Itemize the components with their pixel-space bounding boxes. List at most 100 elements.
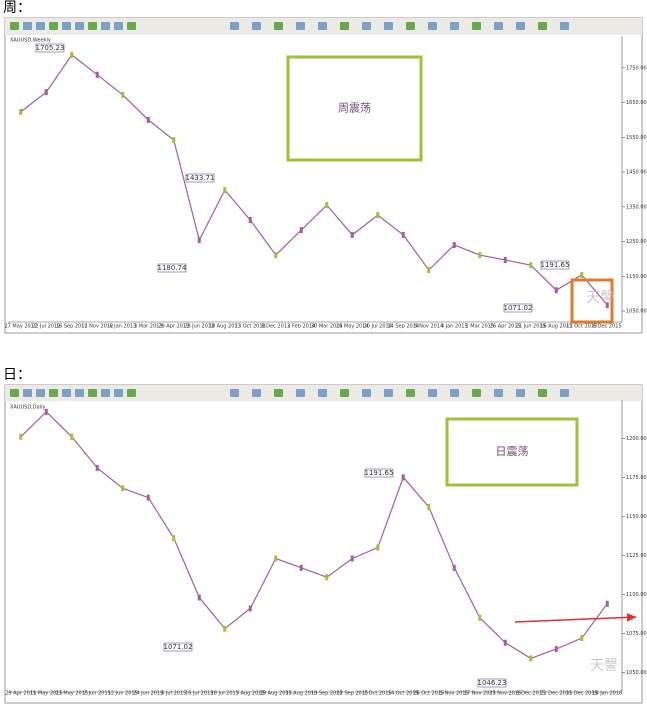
price-point — [325, 202, 329, 209]
toolbar-button[interactable] — [428, 22, 437, 30]
toolbar-button[interactable] — [36, 389, 45, 397]
toolbar-button[interactable] — [296, 22, 305, 30]
toolbar-button[interactable] — [10, 389, 19, 397]
x-tick-label: 3 Mar 2013 — [134, 324, 163, 330]
x-tick-label: 1 Mar 2015 — [465, 324, 494, 330]
toolbar-button[interactable] — [75, 389, 84, 397]
toolbar-button[interactable] — [450, 389, 459, 397]
toolbar-button[interactable] — [114, 389, 123, 397]
toolbar-button[interactable] — [252, 389, 261, 397]
toolbar-button[interactable] — [127, 389, 136, 397]
y-tick-label: 1050.00 — [626, 309, 647, 315]
x-tick-label: 20 Jul 2014 — [364, 324, 392, 330]
toolbar-button[interactable] — [560, 389, 569, 397]
price-point — [605, 302, 609, 309]
toolbar-button[interactable] — [23, 22, 32, 30]
price-point — [146, 116, 150, 123]
x-tick-label: 7 Aug 2015 — [236, 691, 265, 697]
symbol-label: XAUUSD,Weekly — [10, 38, 51, 44]
toolbar-button[interactable] — [538, 389, 547, 397]
trend-arrow — [514, 612, 637, 623]
y-tick-label: 1175.00 — [626, 475, 647, 481]
toolbar-button[interactable] — [472, 389, 481, 397]
toolbar-button[interactable] — [10, 22, 19, 30]
toolbar-button[interactable] — [340, 389, 349, 397]
price-tag — [477, 678, 507, 688]
x-tick-label: 25 May 2014 — [336, 324, 369, 330]
toolbar-button[interactable] — [538, 22, 547, 30]
toolbar-button[interactable] — [49, 389, 58, 397]
toolbar-button[interactable] — [274, 389, 283, 397]
y-tick-label: 1750.00 — [626, 65, 647, 71]
toolbar-button[interactable] — [296, 389, 305, 397]
toolbar-button[interactable] — [88, 22, 97, 30]
x-tick-label: 13 Oct 2013 — [235, 324, 266, 330]
price-point — [401, 474, 405, 481]
toolbar-button[interactable] — [384, 22, 393, 30]
price-point — [452, 564, 456, 571]
x-tick-label: 16 Aug 2015 — [540, 324, 572, 330]
toolbar-button[interactable] — [114, 22, 123, 30]
weekly-window: 周： 1050.00 1150.00 1250.00 1350.00 1450.00 155… — [3, 0, 647, 334]
price-point — [529, 655, 533, 662]
range-box-label: 周震荡 — [338, 102, 371, 115]
price-point — [350, 231, 354, 238]
toolbar-button[interactable] — [494, 22, 503, 30]
range-box-label: 日震荡 — [496, 445, 529, 458]
toolbar-button[interactable] — [252, 22, 261, 30]
toolbar-button[interactable] — [230, 22, 239, 30]
price-point — [70, 51, 74, 58]
toolbar-button[interactable] — [560, 22, 569, 30]
toolbar-button[interactable] — [49, 22, 58, 30]
x-tick-label: 11 Nov 2012 — [81, 324, 113, 330]
toolbar-button[interactable] — [88, 389, 97, 397]
toolbar-button[interactable] — [406, 389, 415, 397]
price-tag — [157, 263, 187, 273]
toolbar-button[interactable] — [36, 22, 45, 30]
toolbar-button[interactable] — [62, 22, 71, 30]
toolbar-button[interactable] — [318, 22, 327, 30]
x-tick-label: 10 Sep 2015 — [311, 691, 343, 697]
toolbar-button[interactable] — [406, 22, 415, 30]
y-tick-label: 1200.00 — [626, 436, 647, 442]
toolbar-button[interactable] — [101, 389, 110, 397]
price-point — [121, 91, 125, 98]
toolbar-button[interactable] — [384, 389, 393, 397]
toolbar-button[interactable] — [230, 389, 239, 397]
x-tick-label: 31 Dec 2015 — [566, 691, 598, 697]
toolbar-button[interactable] — [127, 22, 136, 30]
price-label: 1191.65 — [365, 469, 394, 477]
x-tick-label: 30 Mar 2014 — [311, 324, 343, 330]
toolbar-button[interactable] — [274, 22, 283, 30]
x-tick-label: 6 Dec 2015 — [593, 324, 622, 330]
toolbar-button[interactable] — [516, 389, 525, 397]
toolbar-button[interactable] — [428, 389, 437, 397]
price-point — [248, 605, 252, 612]
toolbar-button[interactable] — [318, 389, 327, 397]
price-point — [121, 485, 125, 492]
x-tick-label: 9 Dec 2015 — [516, 691, 545, 697]
toolbar-button[interactable] — [75, 22, 84, 30]
toolbar-button[interactable] — [362, 389, 371, 397]
y-tick-label: 1125.00 — [626, 553, 647, 559]
toolbar-button[interactable] — [101, 22, 110, 30]
x-tick-label: 18 Aug 2013 — [209, 324, 241, 330]
toolbar-button[interactable] — [472, 22, 481, 30]
toolbar-button[interactable] — [62, 389, 71, 397]
price-point — [172, 137, 176, 144]
price-point — [554, 645, 558, 652]
price-point — [503, 256, 507, 263]
price-point — [350, 555, 354, 562]
toolbar-button[interactable] — [450, 22, 459, 30]
toolbar-button[interactable] — [362, 22, 371, 30]
price-point — [605, 600, 609, 607]
x-tick-label: 27 Nov 2015 — [489, 691, 521, 697]
price-point — [197, 237, 201, 244]
toolbar-button[interactable] — [23, 389, 32, 397]
toolbar-button[interactable] — [340, 22, 349, 30]
x-tick-label: 2 Jun 2015 — [84, 691, 111, 697]
toolbar-button[interactable] — [494, 389, 503, 397]
toolbar-button[interactable] — [516, 22, 525, 30]
price-point — [197, 594, 201, 601]
